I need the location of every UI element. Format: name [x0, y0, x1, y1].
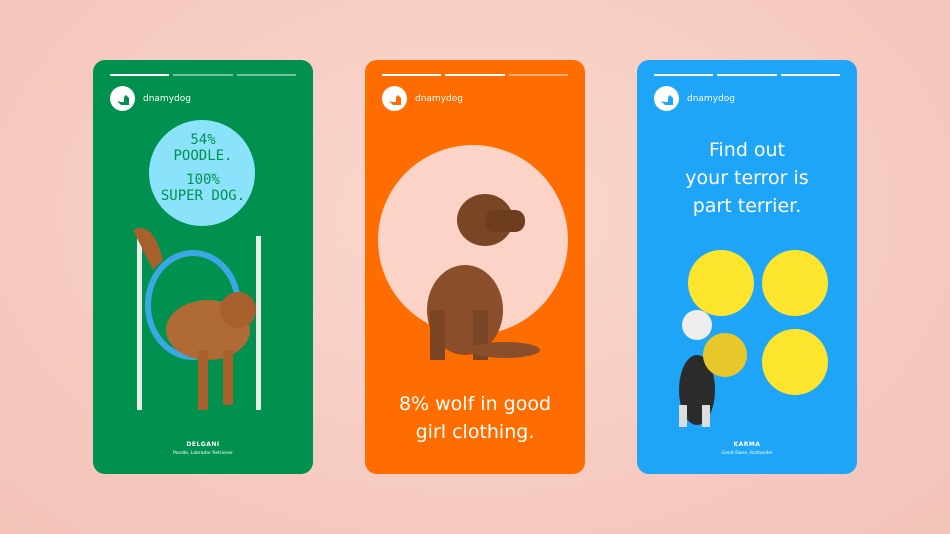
poodle-illustration [133, 120, 261, 410]
headline-line: Find out [708, 139, 786, 161]
headline-line: your terror is [685, 167, 809, 189]
story-progress [654, 74, 840, 76]
dog-name: DELGANI [186, 441, 220, 448]
brand-name: dnamydog [143, 93, 191, 104]
brand-header: dnamydog [382, 86, 463, 111]
headline-circle [149, 120, 255, 226]
headline-line: SUPER DOG. [160, 188, 246, 204]
headline-line: 100% [186, 172, 220, 188]
headline-line: girl clothing. [415, 421, 535, 443]
brand-header: dnamydog [110, 86, 191, 111]
brand-name: dnamydog [415, 93, 463, 104]
dog-logo-icon [654, 86, 679, 111]
story-card-terrier[interactable]: dnamydog Find out your terror is part te… [637, 60, 857, 474]
story-progress [110, 74, 296, 76]
brand-header: dnamydog [654, 86, 735, 111]
story-card-poodle[interactable]: dnamydog 54% POODLE. 100% SUPER DOG. DEL… [93, 60, 313, 474]
great-dane-illustration [679, 250, 828, 427]
story-card-wolf[interactable]: dnamydog 8% wolf in good girl clothing. [365, 60, 585, 474]
brand-name: dnamydog [687, 93, 735, 104]
dog-logo-icon [110, 86, 135, 111]
story-progress [382, 74, 568, 76]
headline-line: 54% [190, 132, 216, 148]
dog-breeds: Great Dane, Rottweiler [721, 451, 773, 456]
dog-breeds: Poodle, Labrador Retriever [172, 451, 234, 456]
dog-illustration [378, 145, 568, 360]
headline-line: 8% wolf in good [398, 393, 552, 415]
headline-line: POODLE. [173, 148, 233, 164]
headline-line: part terrier. [692, 195, 802, 217]
dog-name: KARMA [733, 441, 761, 448]
dog-logo-icon [382, 86, 407, 111]
